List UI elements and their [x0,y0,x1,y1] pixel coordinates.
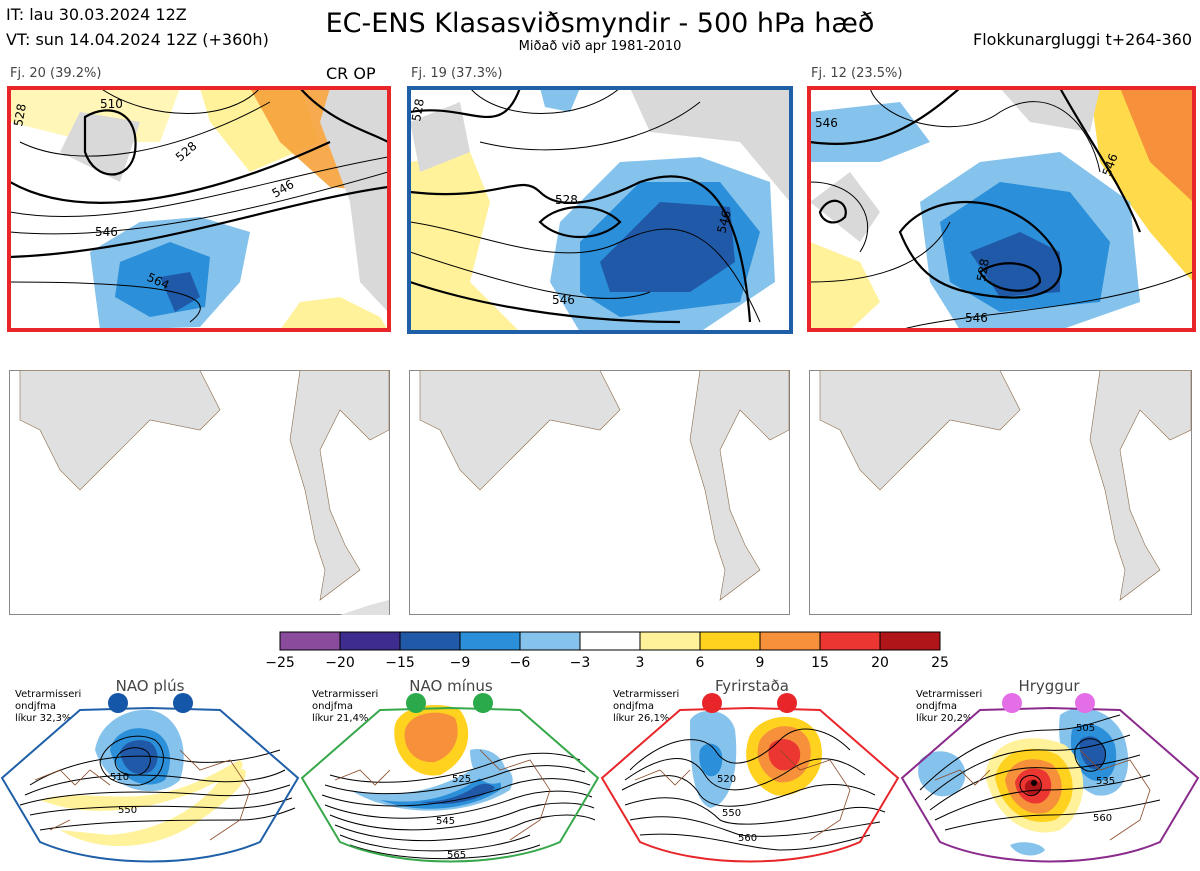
classification-window: Flokkunargluggi t+264-360 [973,30,1192,49]
colorbar-tick-label: 9 [755,655,765,671]
empty-map-2 [409,370,790,615]
colorbar-cell [339,631,401,651]
regime-frame-4 [900,706,1200,863]
colorbar-cell [459,631,521,651]
regime-map-4: 505 535 560 [900,693,1200,863]
colorbar-cell [879,631,941,651]
svg-text:550: 550 [118,805,137,816]
svg-text:520: 520 [717,774,736,785]
empty-map-3 [809,370,1192,615]
empty-map-1 [9,370,390,615]
cluster-label-2: Fj. 19 (37.3%) [411,66,503,81]
cluster-map-1: 510 528 528 546 546 564 [10,88,388,330]
colorbar-cell [759,631,821,651]
valid-time: VT: sun 14.04.2024 12Z (+360h) [6,30,269,49]
svg-text:550: 550 [722,808,741,819]
regime-name-4: Hryggur [1018,677,1080,695]
colorbar-tick-label: −25 [265,655,295,671]
regime-dot [1002,693,1022,713]
regime-dot [473,693,493,713]
colorbar-tick-label: 3 [635,655,645,671]
regime-frame-2 [300,706,600,863]
cluster-map-2: 528 528 546 546 [409,88,790,332]
regime-name-1: NAO plús [115,677,185,695]
page-title: EC-ENS Klasasviðsmyndir - 500 hPa hæð [325,8,875,39]
regime-map-2: 525 545 565 [300,693,600,863]
regime-maps: 510 550 525 545 565 [0,693,1200,863]
cluster-frame-3 [807,86,1196,332]
empty-maps [9,370,1192,615]
regime-name-2: NAO mínus [409,677,493,695]
regime-dot [702,693,722,713]
svg-text:528: 528 [555,193,578,207]
contour-label: 510 [100,97,123,111]
regime-note-3: Vetrarmisseri ondjfma líkur 26,1% [613,689,680,724]
svg-text:535: 535 [1096,776,1115,787]
colorbar-cell [399,631,461,651]
cluster-label-1: Fj. 20 (39.2%) [10,66,102,81]
regime-note-4: Vetrarmisseri ondjfma líkur 20,2% [916,689,983,724]
colorbar-tick-label: −20 [325,655,355,671]
colorbar-cell [819,631,881,651]
regime-dot [108,693,128,713]
regime-dot [406,693,426,713]
svg-text:545: 545 [436,816,455,827]
colorbar-cell [519,631,581,651]
svg-text:546: 546 [965,311,988,325]
cluster-frame-1 [7,86,391,332]
regime-dot [173,693,193,713]
colorbar-tick-label: 25 [931,655,949,671]
regime-map-1: 510 550 [0,693,300,863]
svg-text:528: 528 [409,98,427,123]
colorbar [279,631,941,651]
contour-label: 510 [110,772,129,783]
colorbar-cell [639,631,701,651]
svg-text:546: 546 [95,225,118,239]
cluster-frame-2 [407,86,793,334]
regime-note-2: Vetrarmisseri ondjfma líkur 21,4% [312,689,379,724]
svg-text:546: 546 [552,293,575,307]
cluster-label-3: Fj. 12 (23.5%) [811,66,903,81]
regime-map-3: 520 550 560 [600,693,900,863]
colorbar-tick-label: 20 [871,655,889,671]
svg-text:528: 528 [974,258,992,283]
colorbar-cell [699,631,761,651]
regime-frame-3 [600,706,900,863]
colorbar-tick-label: −6 [509,655,531,671]
regime-dot [1075,693,1095,713]
svg-text:525: 525 [452,774,471,785]
svg-text:505: 505 [1076,723,1095,734]
regime-frame-1 [0,706,300,863]
colorbar-tick-label: −3 [569,655,591,671]
cluster-tag-1: CR OP [326,64,376,83]
svg-text:528: 528 [11,103,29,128]
svg-text:560: 560 [1093,813,1112,824]
colorbar-cell [579,631,641,651]
regime-dot [777,693,797,713]
cluster-maps: 510 528 528 546 546 564 528 528 546 546 [7,86,1196,334]
svg-text:560: 560 [738,833,757,844]
colorbar-tick-label: −9 [449,655,471,671]
colorbar-cell [279,631,341,651]
init-time: IT: lau 30.03.2024 12Z [6,5,187,24]
regime-name-3: Fyrirstaða [715,677,789,695]
page-subtitle: Miðað við apr 1981-2010 [518,39,682,54]
svg-text:565: 565 [447,850,466,861]
colorbar-tick-label: 6 [695,655,705,671]
svg-text:546: 546 [714,209,733,235]
colorbar-tick-label: −15 [385,655,415,671]
colorbar-tick-label: 15 [811,655,829,671]
svg-text:546: 546 [815,116,838,130]
cluster-map-3: 546 528 546 546 [810,88,1193,330]
regime-note-1: Vetrarmisseri ondjfma líkur 32,3% [15,689,82,724]
